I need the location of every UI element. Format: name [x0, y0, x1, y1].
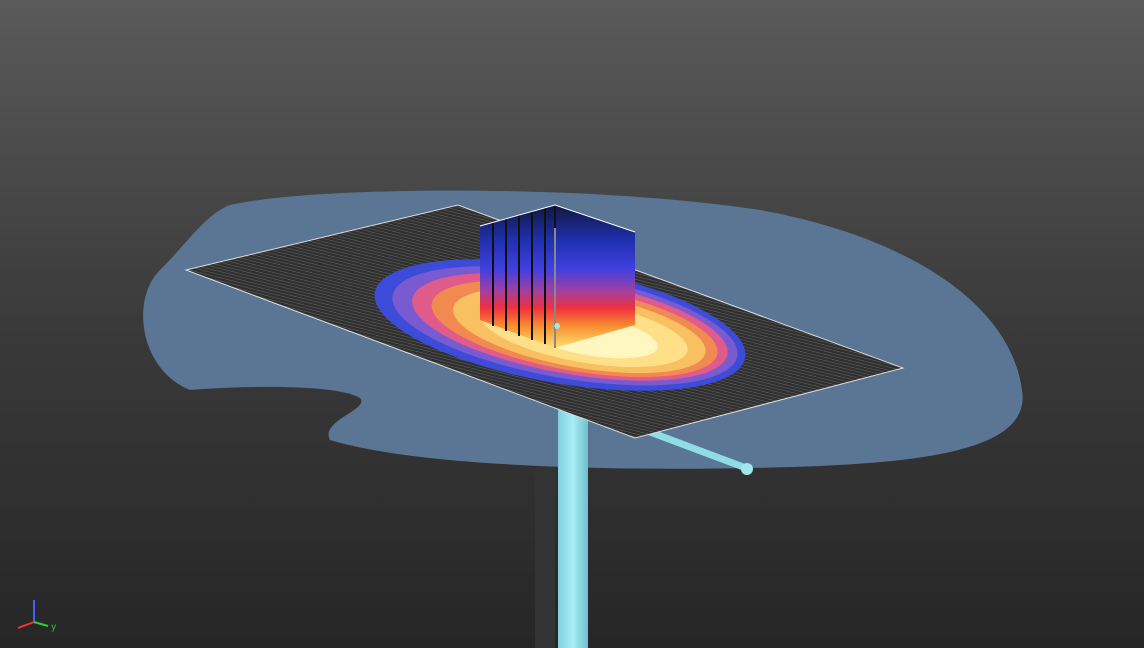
pipe-end — [741, 463, 753, 475]
probe-point — [554, 323, 560, 329]
vertical-pipe — [558, 410, 588, 648]
axis-x — [17, 621, 35, 629]
branch-pipe — [646, 428, 750, 472]
axis-y — [33, 621, 49, 627]
pipe-shadow — [535, 420, 555, 648]
axis-triad: y — [17, 600, 57, 633]
axis-label: y — [51, 623, 57, 633]
